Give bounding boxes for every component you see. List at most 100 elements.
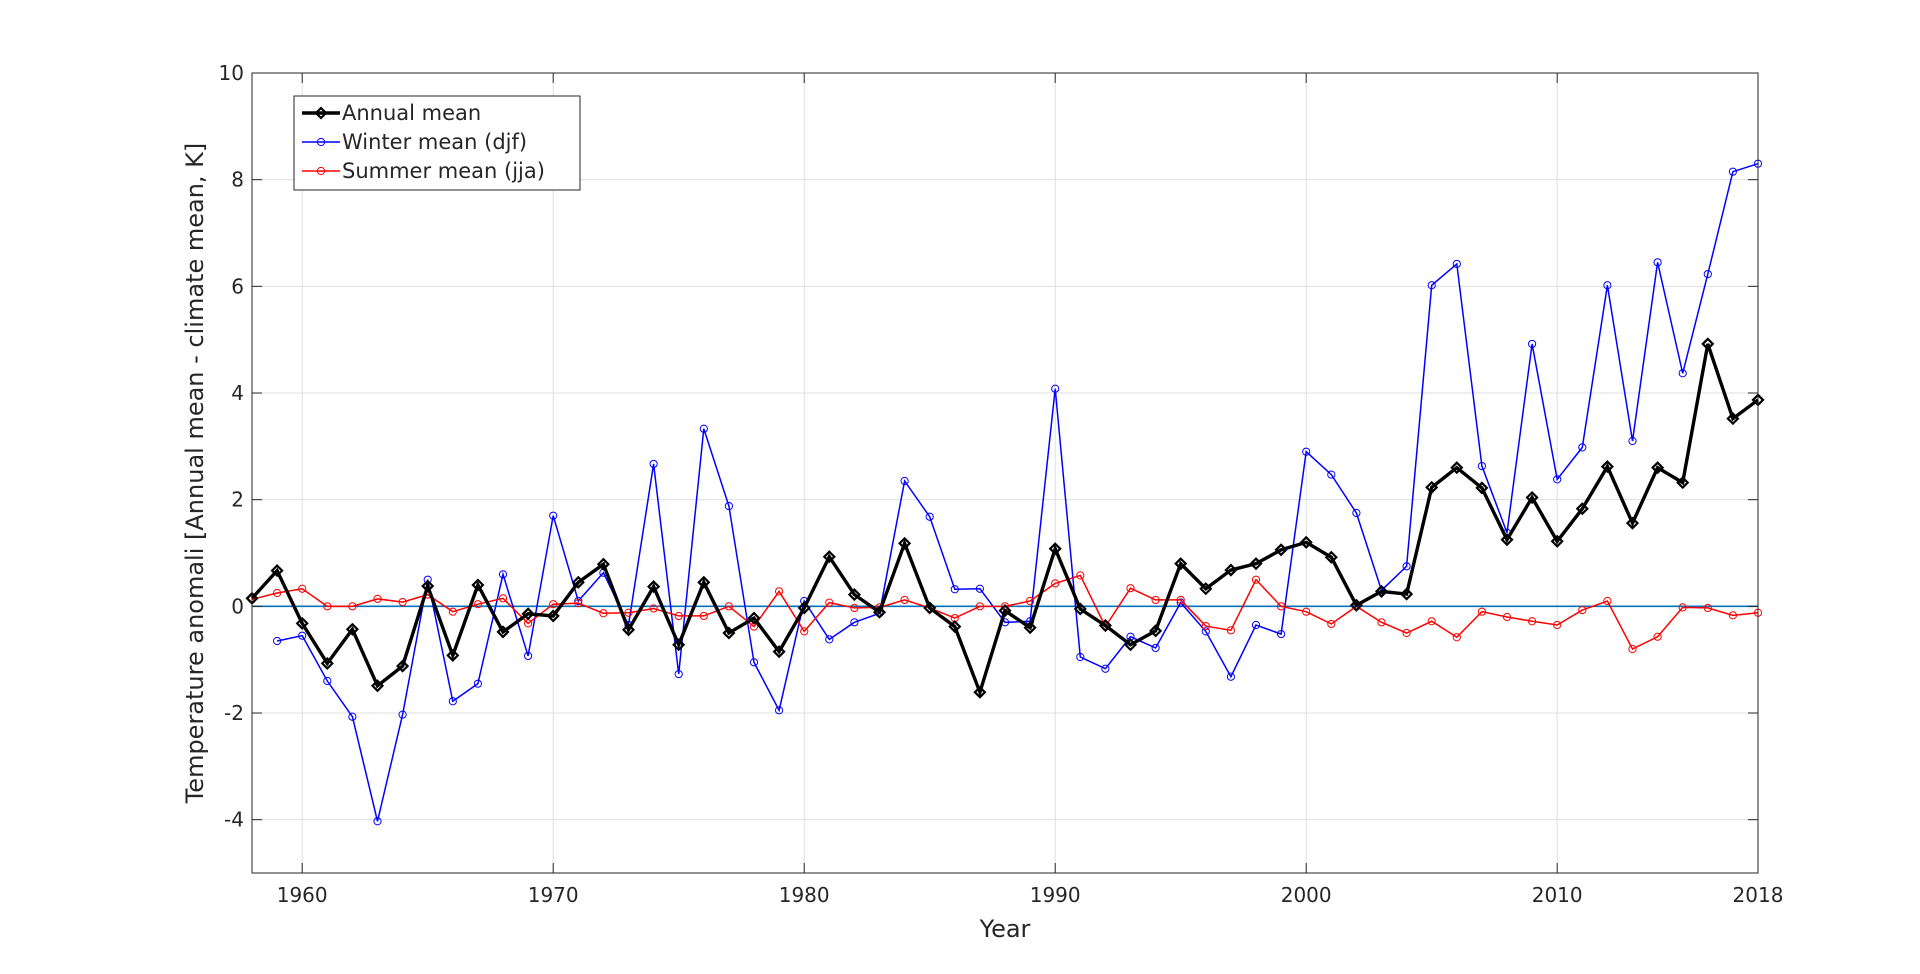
data-point [775,706,784,715]
x-tick-label: 2000 [1281,883,1332,907]
data-point [1425,480,1439,494]
legend-entry: Annual mean [302,101,481,125]
data-point [1277,602,1286,611]
data-point [1352,508,1361,518]
data-point [672,638,686,652]
data-point [1651,461,1665,475]
data-point [1151,595,1160,605]
legend-entries: Annual mean Winter mean (djf) Summer mean … [302,101,545,183]
data-point [1678,369,1687,378]
data-point [1377,618,1386,627]
data-point [521,607,535,621]
data-point [1123,638,1138,652]
data-point [1402,562,1411,571]
data-point [1026,596,1035,606]
data-point [1452,633,1461,642]
data-point [314,106,328,120]
data-point [599,609,608,618]
data-point [1299,535,1313,549]
data-point [1176,595,1185,605]
data-point [747,611,761,625]
data-point [1151,643,1160,653]
data-point [724,602,734,611]
series-line [276,162,1759,822]
data-point [1628,644,1637,654]
data-point [1374,584,1389,598]
data-point [1575,502,1589,516]
legend: Annual mean Winter mean (djf) Summer mean … [293,95,581,191]
data-point [822,550,836,564]
data-point [797,601,811,615]
legend-entry: Winter mean (djf) [302,130,527,154]
data-point [574,599,583,608]
data-point [1726,412,1740,426]
data-point [596,557,610,571]
data-point [1073,602,1087,616]
data-point [649,604,658,613]
data-point [1402,628,1411,638]
data-point [1553,620,1562,630]
data-point [847,588,861,602]
data-point [273,636,282,646]
data-point [1226,626,1236,635]
data-point [1048,542,1062,556]
data-point [1302,447,1311,456]
data-point [546,609,560,623]
data-point [1477,607,1487,616]
data-point [1277,629,1286,639]
data-point [1327,619,1336,629]
data-point [498,594,508,603]
data-point [373,817,382,826]
data-point [524,651,533,661]
data-point [674,669,683,679]
data-point [621,623,636,637]
data-point [1349,598,1363,612]
data-point [370,679,385,693]
data-point [1550,534,1564,548]
data-point [396,659,410,673]
data-point [549,511,558,520]
data-point [316,137,326,147]
legend-label: Annual mean [342,101,481,125]
data-point [1251,620,1261,630]
data-point [1676,476,1690,490]
data-point [1701,337,1715,351]
data-point [1076,652,1085,662]
data-point [948,620,962,634]
data-point [1553,475,1562,484]
y-tick-label: 4 [231,381,244,405]
data-point [398,597,407,607]
data-point [320,656,334,670]
series-layer [245,159,1765,826]
data-point [1653,258,1662,267]
data-point [1450,461,1464,475]
data-point [722,626,736,640]
tick-labels: 1960 1970 1980 1990 2000 2010 2018 -4 -2 0 2 4 6 8 10 [219,61,1784,907]
data-point [1502,612,1512,622]
legend-box [293,95,581,191]
data-point [1525,490,1539,505]
data-point [699,611,708,621]
data-point [975,602,985,611]
data-point [295,616,309,630]
data-point [473,679,482,688]
data-point [323,676,332,686]
data-point [674,611,683,621]
data-point [471,578,485,592]
data-point [925,512,934,521]
data-point [1076,571,1085,580]
data-point [1126,584,1135,593]
data-point [1625,516,1640,530]
data-point [1051,579,1060,588]
data-point [699,424,708,433]
data-point [825,598,834,607]
y-tick-label: -2 [224,701,244,725]
data-point [1174,557,1188,571]
data-point [1427,281,1436,290]
data-point [1528,339,1537,349]
data-point [1051,384,1060,393]
data-point [900,595,909,605]
data-point [923,601,937,615]
